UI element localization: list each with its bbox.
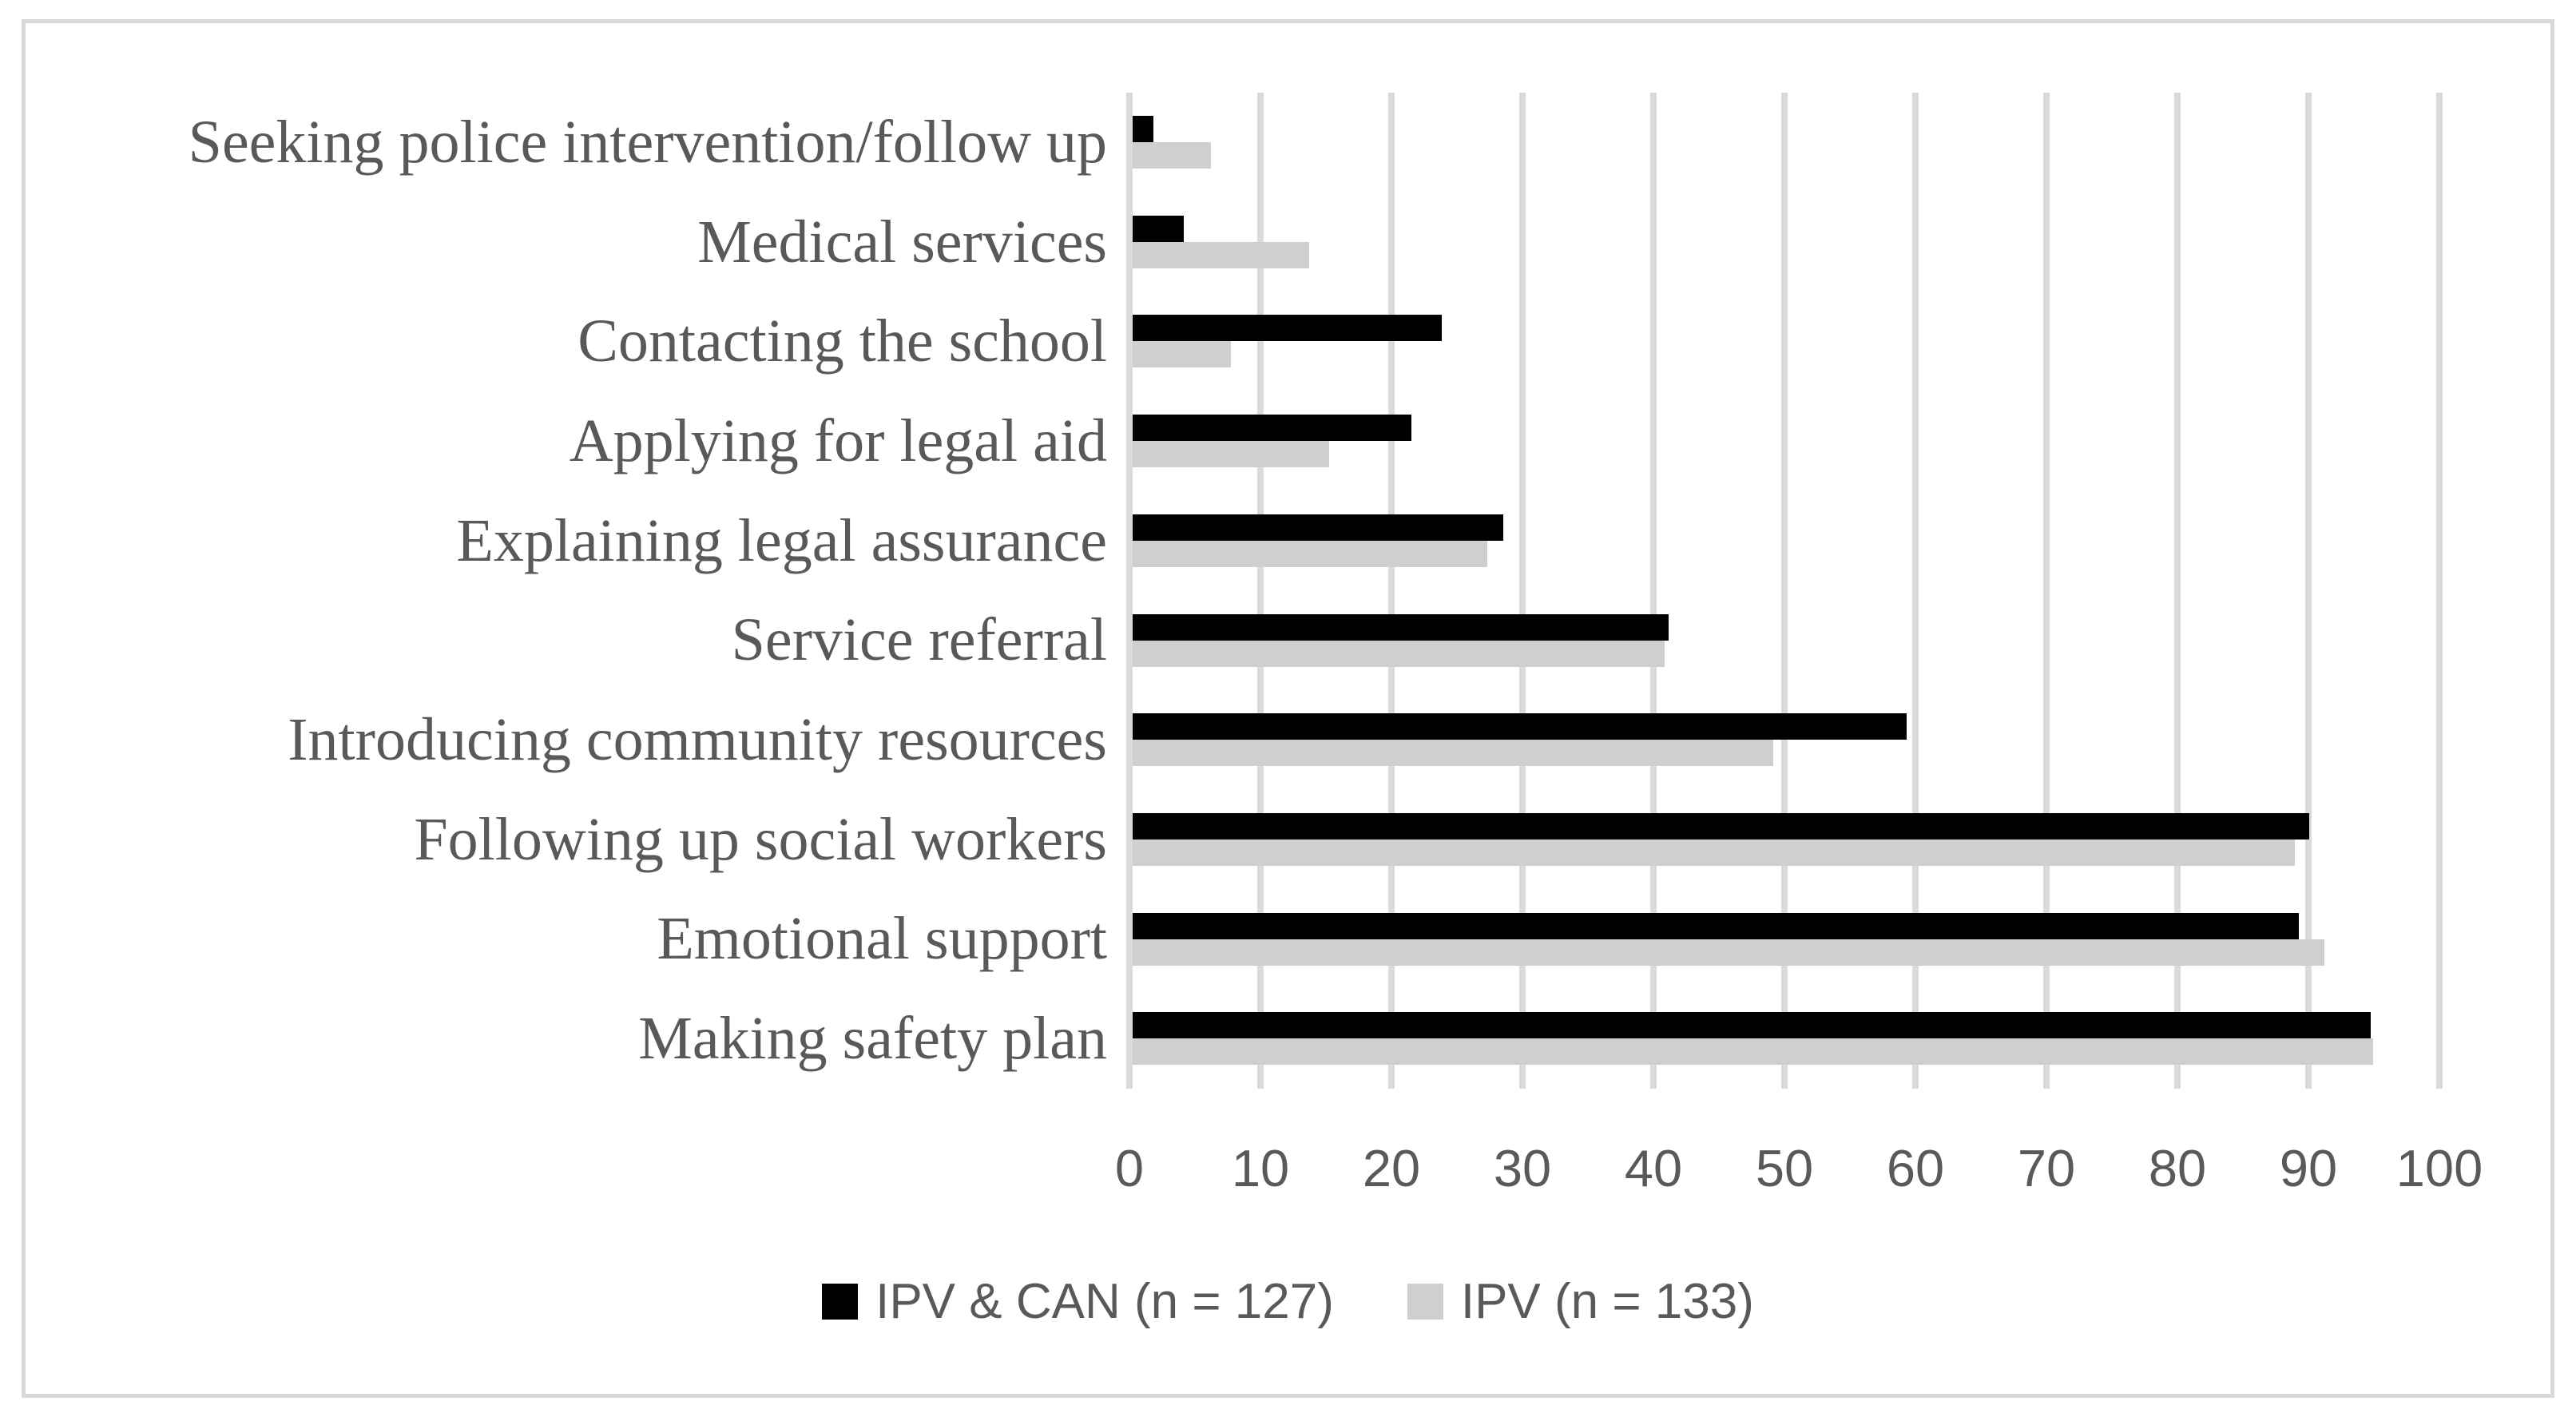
gridline xyxy=(1388,93,1395,1089)
category-label: Contacting the school xyxy=(578,308,1107,375)
bar-ipv xyxy=(1133,341,1231,368)
legend: IPV & CAN (n = 127) IPV (n = 133) xyxy=(0,1273,2576,1329)
bar-ipv-can xyxy=(1133,116,1154,142)
x-tick-label: 60 xyxy=(1886,1139,1945,1197)
bar-ipv-can xyxy=(1133,912,2299,939)
bar-ipv-can xyxy=(1133,1012,2371,1039)
category-label: Medical services xyxy=(697,208,1107,276)
x-tick-label: 50 xyxy=(1755,1139,1814,1197)
bar-ipv xyxy=(1133,441,1329,468)
category-label: Following up social workers xyxy=(414,805,1107,873)
x-tick-label: 100 xyxy=(2395,1139,2483,1197)
category-label: Making safety plan xyxy=(638,1005,1107,1073)
bar-ipv xyxy=(1133,640,1665,667)
x-tick-label: 90 xyxy=(2279,1139,2338,1197)
gridline xyxy=(2043,93,2050,1089)
gridline xyxy=(2436,93,2443,1089)
legend-label-ipv: IPV (n = 133) xyxy=(1460,1273,1754,1329)
bar-ipv-can xyxy=(1133,415,1412,442)
x-tick-label: 70 xyxy=(2017,1139,2076,1197)
category-label: Explaining legal assurance xyxy=(456,506,1107,574)
bar-ipv xyxy=(1133,241,1310,268)
bar-ipv xyxy=(1133,939,2325,966)
category-label: Introducing community resources xyxy=(288,706,1107,774)
category-label: Applying for legal aid xyxy=(569,407,1107,474)
x-tick-label: 0 xyxy=(1114,1139,1145,1197)
gridline xyxy=(2305,93,2312,1089)
gridline xyxy=(2174,93,2181,1089)
x-tick-label: 10 xyxy=(1231,1139,1290,1197)
x-tick-label: 80 xyxy=(2148,1139,2207,1197)
bar-ipv xyxy=(1133,740,1773,767)
bar-ipv-can xyxy=(1133,713,1907,740)
legend-item-ipv: IPV (n = 133) xyxy=(1407,1273,1754,1330)
category-label: Emotional support xyxy=(657,905,1107,973)
gridline xyxy=(1650,93,1657,1089)
bar-ipv-can xyxy=(1133,315,1442,342)
gridline xyxy=(1126,93,1133,1089)
bar-ipv-can xyxy=(1133,613,1669,641)
bar-ipv-can xyxy=(1133,514,1504,541)
legend-label-ipv-can: IPV & CAN (n = 127) xyxy=(875,1273,1334,1329)
legend-item-ipv-can: IPV & CAN (n = 127) xyxy=(822,1273,1334,1330)
gridline xyxy=(1912,93,1919,1089)
bar-ipv-can xyxy=(1133,812,2309,839)
gridline xyxy=(1519,93,1526,1089)
x-tick-label: 30 xyxy=(1493,1139,1552,1197)
bar-ipv xyxy=(1133,540,1488,567)
bar-ipv-can xyxy=(1133,215,1184,242)
bar-ipv xyxy=(1133,142,1212,169)
legend-swatch-ipv xyxy=(1407,1283,1443,1320)
category-label: Seeking police intervention/follow up xyxy=(188,108,1107,176)
bar-ipv xyxy=(1133,839,2295,866)
x-tick-label: 40 xyxy=(1624,1139,1683,1197)
legend-swatch-ipv-can xyxy=(822,1283,859,1320)
bar-ipv xyxy=(1133,1038,2374,1066)
gridline xyxy=(1257,93,1264,1089)
x-tick-label: 20 xyxy=(1362,1139,1421,1197)
category-label: Service referral xyxy=(731,606,1107,674)
gridline xyxy=(1781,93,1788,1089)
